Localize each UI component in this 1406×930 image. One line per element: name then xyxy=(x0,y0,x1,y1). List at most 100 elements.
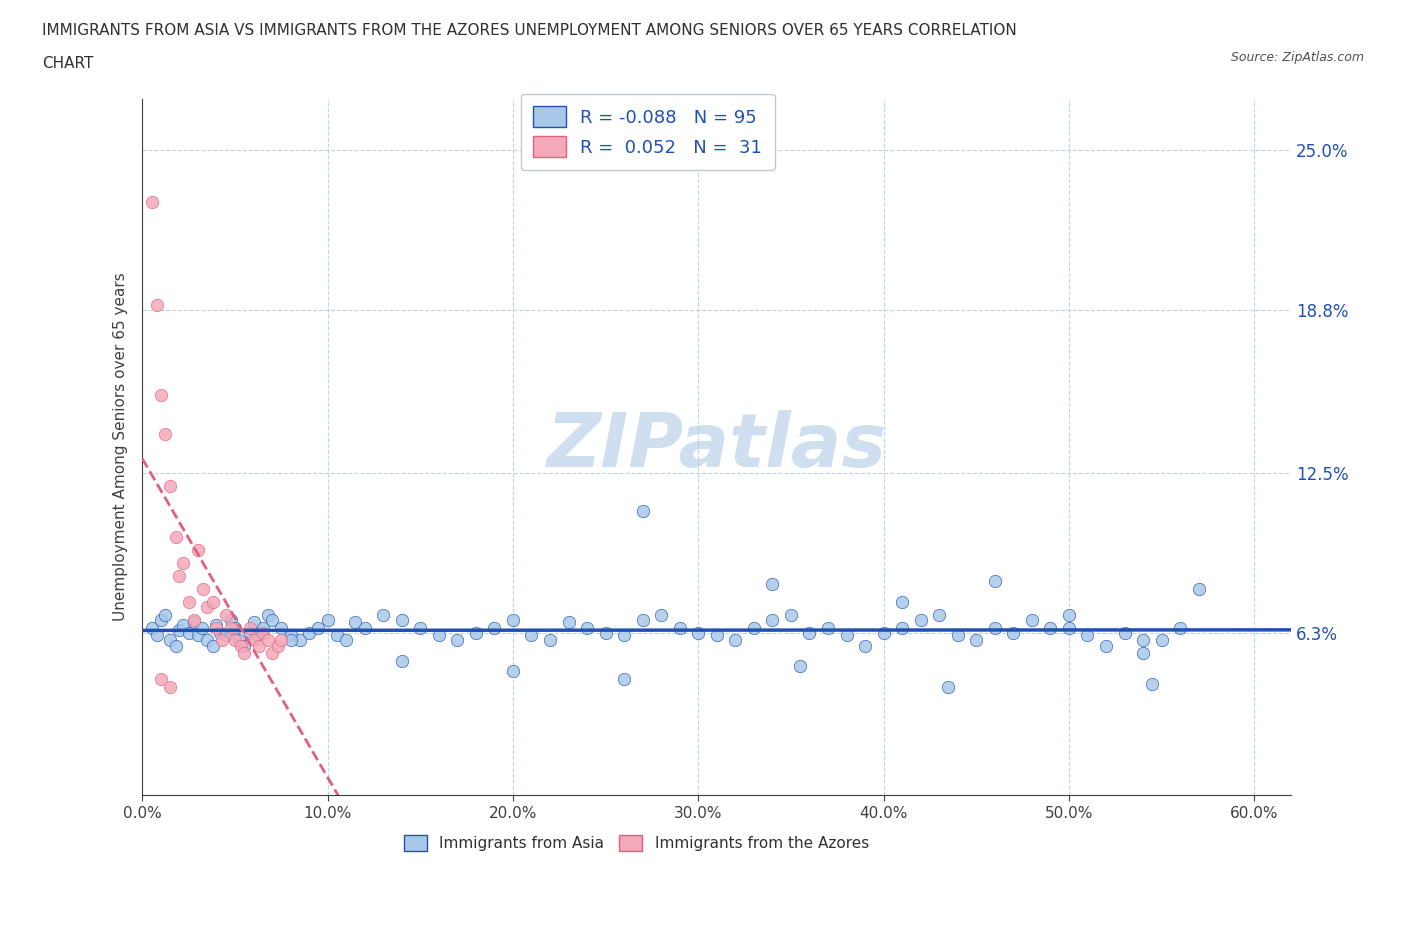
Point xyxy=(1002,625,1025,640)
Point xyxy=(1114,625,1136,640)
Point xyxy=(353,620,375,635)
Point xyxy=(872,625,894,640)
Point xyxy=(146,298,169,312)
Point xyxy=(316,612,339,627)
Point xyxy=(205,618,228,632)
Point xyxy=(193,581,215,596)
Point xyxy=(557,615,579,630)
Point xyxy=(239,620,262,635)
Point xyxy=(520,628,543,643)
Point xyxy=(169,623,191,638)
Point xyxy=(484,620,506,635)
Point xyxy=(688,625,710,640)
Point xyxy=(1142,677,1164,692)
Point xyxy=(280,633,302,648)
Point xyxy=(817,620,839,635)
Point xyxy=(228,633,250,648)
Point xyxy=(205,620,228,635)
Point xyxy=(211,633,233,648)
Point xyxy=(464,625,486,640)
Point xyxy=(344,615,367,630)
Text: IMMIGRANTS FROM ASIA VS IMMIGRANTS FROM THE AZORES UNEMPLOYMENT AMONG SENIORS OV: IMMIGRANTS FROM ASIA VS IMMIGRANTS FROM … xyxy=(42,23,1017,38)
Point xyxy=(201,594,224,609)
Point xyxy=(149,388,172,403)
Point xyxy=(233,638,256,653)
Point xyxy=(1076,628,1098,643)
Point xyxy=(219,612,242,627)
Point xyxy=(149,612,172,627)
Point xyxy=(252,625,274,640)
Point xyxy=(252,620,274,635)
Point xyxy=(984,574,1007,589)
Point xyxy=(195,633,218,648)
Point xyxy=(242,615,264,630)
Point xyxy=(165,638,187,653)
Point xyxy=(613,671,636,686)
Point xyxy=(209,625,232,640)
Y-axis label: Unemployment Among Seniors over 65 years: Unemployment Among Seniors over 65 years xyxy=(114,272,128,621)
Point xyxy=(266,638,288,653)
Point xyxy=(502,664,524,679)
Point xyxy=(391,654,413,669)
Point xyxy=(149,671,172,686)
Point xyxy=(761,577,783,591)
Point xyxy=(391,612,413,627)
Point xyxy=(177,625,200,640)
Point xyxy=(159,478,181,493)
Point xyxy=(169,568,191,583)
Point xyxy=(247,638,270,653)
Point xyxy=(146,628,169,643)
Point xyxy=(595,625,617,640)
Point xyxy=(307,620,329,635)
Point xyxy=(172,555,194,570)
Point xyxy=(172,618,194,632)
Point xyxy=(650,607,672,622)
Point xyxy=(984,620,1007,635)
Point xyxy=(183,612,205,627)
Point xyxy=(257,633,280,648)
Point xyxy=(928,607,950,622)
Point xyxy=(891,594,914,609)
Point xyxy=(1150,633,1173,648)
Point xyxy=(187,628,209,643)
Point xyxy=(141,194,163,209)
Point xyxy=(187,543,209,558)
Point xyxy=(280,628,302,643)
Point xyxy=(260,612,283,627)
Point xyxy=(613,628,636,643)
Point xyxy=(1188,581,1211,596)
Point xyxy=(215,607,238,622)
Point xyxy=(165,530,187,545)
Point xyxy=(502,612,524,627)
Point xyxy=(288,633,311,648)
Point xyxy=(1168,620,1191,635)
Point xyxy=(260,646,283,661)
Legend: Immigrants from Asia, Immigrants from the Azores: Immigrants from Asia, Immigrants from th… xyxy=(398,829,875,857)
Point xyxy=(190,620,212,635)
Point xyxy=(224,633,246,648)
Text: ZIPatlas: ZIPatlas xyxy=(547,410,887,484)
Point xyxy=(1095,638,1118,653)
Point xyxy=(910,612,932,627)
Point xyxy=(409,620,432,635)
Point xyxy=(326,628,349,643)
Point xyxy=(780,607,803,622)
Point xyxy=(427,628,450,643)
Point xyxy=(335,633,357,648)
Point xyxy=(153,607,176,622)
Point xyxy=(201,638,224,653)
Point xyxy=(1132,646,1154,661)
Point xyxy=(246,628,269,643)
Point xyxy=(789,658,811,673)
Point xyxy=(631,612,654,627)
Point xyxy=(183,615,205,630)
Point xyxy=(946,628,969,643)
Point xyxy=(446,633,468,648)
Point xyxy=(229,638,252,653)
Point xyxy=(1132,633,1154,648)
Text: CHART: CHART xyxy=(42,56,94,71)
Point xyxy=(159,680,181,695)
Point xyxy=(631,504,654,519)
Point xyxy=(195,600,218,615)
Point xyxy=(298,625,321,640)
